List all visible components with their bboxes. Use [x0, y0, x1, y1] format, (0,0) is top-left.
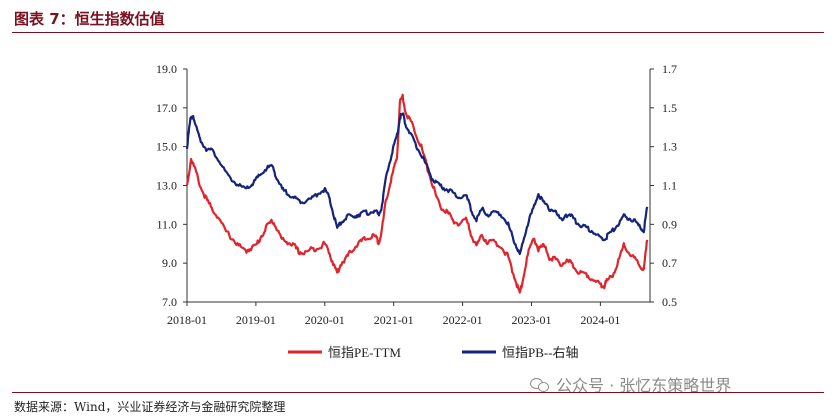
watermark: 公众号 · 张忆东策略世界	[530, 372, 731, 396]
y-left-tick-label: 19.0	[156, 62, 177, 76]
pb-series-line	[185, 112, 649, 256]
x-tick-label: 2024-01	[580, 313, 620, 327]
bottom-divider	[12, 392, 824, 393]
y-left-tick-label: 11.0	[156, 217, 177, 231]
y-right-tick-label: 0.9	[662, 217, 677, 231]
title-bar: 图表 7：恒生指数估值	[12, 6, 824, 33]
y-left-tick-label: 13.0	[156, 179, 177, 193]
x-tick-label: 2018-01	[167, 313, 207, 327]
y-right-tick-label: 0.5	[662, 295, 677, 309]
chart-container: 7.0 9.0 11.0 13.0 15.0 17.0 19.0 0.5 0.7 0.9 1.1 1.…	[0, 40, 835, 380]
legend-pe-label: 恒指PE-TTM	[328, 345, 401, 360]
y-left-tick-label: 7.0	[162, 295, 177, 309]
x-tick-label: 2020-01	[305, 313, 345, 327]
x-tick-label: 2023-01	[511, 313, 551, 327]
y-left-tick-label: 15.0	[156, 140, 177, 154]
x-tick-label: 2022-01	[443, 313, 483, 327]
y-right-tick-label: 1.1	[662, 179, 677, 193]
data-source: 数据来源：Wind，兴业证券经济与金融研究院整理	[14, 400, 286, 414]
y-left-tick-label: 9.0	[162, 256, 177, 270]
y-right-tick-label: 0.7	[662, 256, 677, 270]
wechat-icon	[530, 376, 550, 392]
legend-pb-label: 恒指PB--右轴	[502, 345, 579, 360]
y-right-tick-label: 1.3	[662, 140, 677, 154]
pe-pb-chart: 7.0 9.0 11.0 13.0 15.0 17.0 19.0 0.5 0.7 0.9 1.1 1.…	[156, 62, 677, 360]
y-right-tick-label: 1.5	[662, 101, 677, 115]
pe-series-line	[185, 93, 649, 294]
figure-title: 图表 7：恒生指数估值	[14, 10, 165, 28]
y-right-tick-label: 1.7	[662, 62, 677, 76]
x-tick-label: 2021-01	[374, 313, 414, 327]
watermark-text: 公众号 · 张忆东策略世界	[556, 376, 732, 395]
x-tick-label: 2019-01	[236, 313, 276, 327]
y-left-tick-label: 17.0	[156, 101, 177, 115]
